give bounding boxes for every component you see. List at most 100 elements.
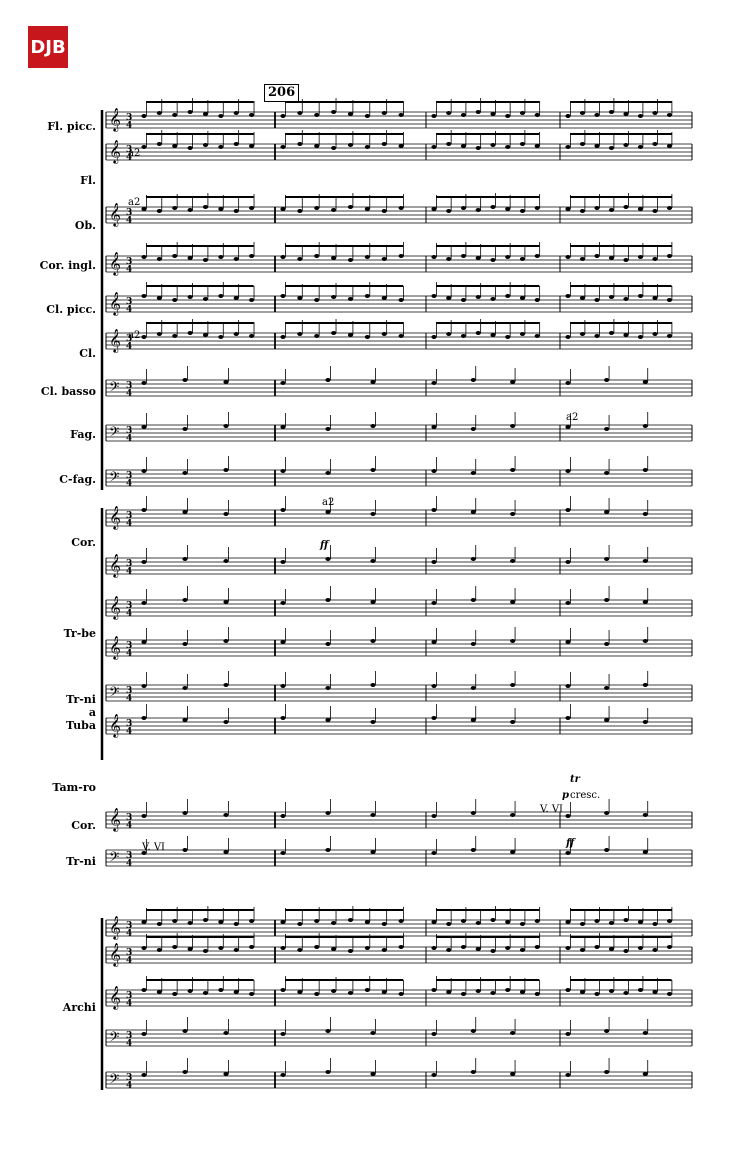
note-head xyxy=(510,424,516,428)
note-head xyxy=(565,988,571,992)
note-head xyxy=(172,113,178,117)
note-head xyxy=(666,919,673,923)
note-head xyxy=(249,206,255,210)
note-head xyxy=(370,559,376,563)
dynamic-ff: ff xyxy=(565,838,576,849)
note-head xyxy=(565,560,571,564)
note-head xyxy=(431,335,437,339)
time-signature-bottom: 4 xyxy=(126,859,132,869)
note-head xyxy=(223,468,229,472)
time-signature-top: 3 xyxy=(126,334,132,344)
note-head xyxy=(470,557,476,561)
note-head xyxy=(594,919,600,923)
time-signature-bottom: 4 xyxy=(126,342,132,352)
note-head xyxy=(579,257,586,261)
instrument-label-tam-ro: Tam-ro xyxy=(52,781,96,794)
staff: 𝄞 34 xyxy=(106,553,692,578)
note-head xyxy=(505,207,511,211)
note-head xyxy=(156,296,162,300)
note-head xyxy=(446,332,452,336)
note-head xyxy=(666,144,673,148)
note-head xyxy=(202,143,209,147)
note-head xyxy=(565,640,571,644)
instrument-label-tr-ni-tuba-3: Tuba xyxy=(66,719,96,732)
note-head xyxy=(297,209,303,213)
staff: 𝄞 34 xyxy=(106,328,692,353)
note-head xyxy=(431,1032,437,1036)
time-signature-top: 3 xyxy=(126,511,132,521)
instrument-label-cl-picc: Cl. picc. xyxy=(46,303,96,316)
note-head xyxy=(604,557,610,561)
note-head xyxy=(182,598,188,602)
note-head xyxy=(604,642,610,646)
time-signature-top: 3 xyxy=(126,426,132,436)
note-head xyxy=(364,145,370,149)
note-head xyxy=(565,381,571,385)
note-head xyxy=(223,720,229,724)
note-head xyxy=(565,851,571,855)
note-head xyxy=(325,686,331,690)
note-head xyxy=(297,142,303,146)
note-head xyxy=(370,512,376,516)
note-head xyxy=(565,814,571,818)
note-head xyxy=(233,948,239,952)
note-head xyxy=(280,560,286,564)
note-head xyxy=(604,718,610,722)
note-head xyxy=(223,813,229,817)
note-head xyxy=(280,920,286,924)
staff: 𝄞 34 xyxy=(106,251,692,276)
note-head xyxy=(280,207,286,211)
time-signature-bottom: 4 xyxy=(126,305,132,315)
treble-clef-icon: 𝄞 xyxy=(109,807,121,832)
note-head xyxy=(347,112,354,116)
note-head xyxy=(364,255,370,259)
note-head xyxy=(280,381,286,385)
note-head xyxy=(314,113,320,117)
note-head xyxy=(182,557,188,561)
note-head xyxy=(218,114,224,118)
time-signature-top: 3 xyxy=(126,921,132,931)
note-head xyxy=(141,335,147,339)
publisher-logo: DJB xyxy=(28,26,68,68)
note-head xyxy=(202,205,209,209)
note-head xyxy=(652,296,658,300)
note-head xyxy=(398,298,404,302)
instrument-label-tr-be: Tr-be xyxy=(63,627,96,640)
note-head xyxy=(381,257,387,261)
note-head xyxy=(431,294,437,298)
staff: 𝄞 34 xyxy=(106,595,692,620)
note-head xyxy=(218,294,224,298)
note-head xyxy=(534,206,540,210)
note-head xyxy=(280,255,286,259)
note-head xyxy=(608,295,615,299)
note-head xyxy=(233,990,239,994)
note-head xyxy=(519,332,526,336)
note-head xyxy=(172,945,178,949)
note-head xyxy=(325,510,331,514)
note-head xyxy=(604,471,610,475)
note-head xyxy=(141,851,147,855)
note-head xyxy=(381,111,387,115)
note-head xyxy=(141,988,147,992)
treble-clef-icon: 𝄞 xyxy=(109,328,121,353)
note-head xyxy=(280,640,286,644)
note-head xyxy=(297,948,303,952)
note-head xyxy=(364,920,370,924)
note-head xyxy=(398,334,404,338)
note-head xyxy=(565,508,571,512)
note-head xyxy=(490,991,496,995)
note-head xyxy=(652,948,658,952)
note-head xyxy=(505,145,511,149)
note-head xyxy=(431,207,437,211)
note-head xyxy=(347,991,354,995)
note-head xyxy=(534,144,540,148)
instrument-label-cor-2: Cor. xyxy=(71,819,96,832)
note-head xyxy=(202,949,209,953)
note-head xyxy=(172,992,178,996)
a2-marking: a2 xyxy=(128,197,140,208)
time-signature-bottom: 4 xyxy=(126,649,132,659)
note-head xyxy=(470,811,476,815)
note-head xyxy=(475,947,481,951)
note-head xyxy=(510,850,516,854)
rehearsal-mark: 206 xyxy=(264,84,300,102)
